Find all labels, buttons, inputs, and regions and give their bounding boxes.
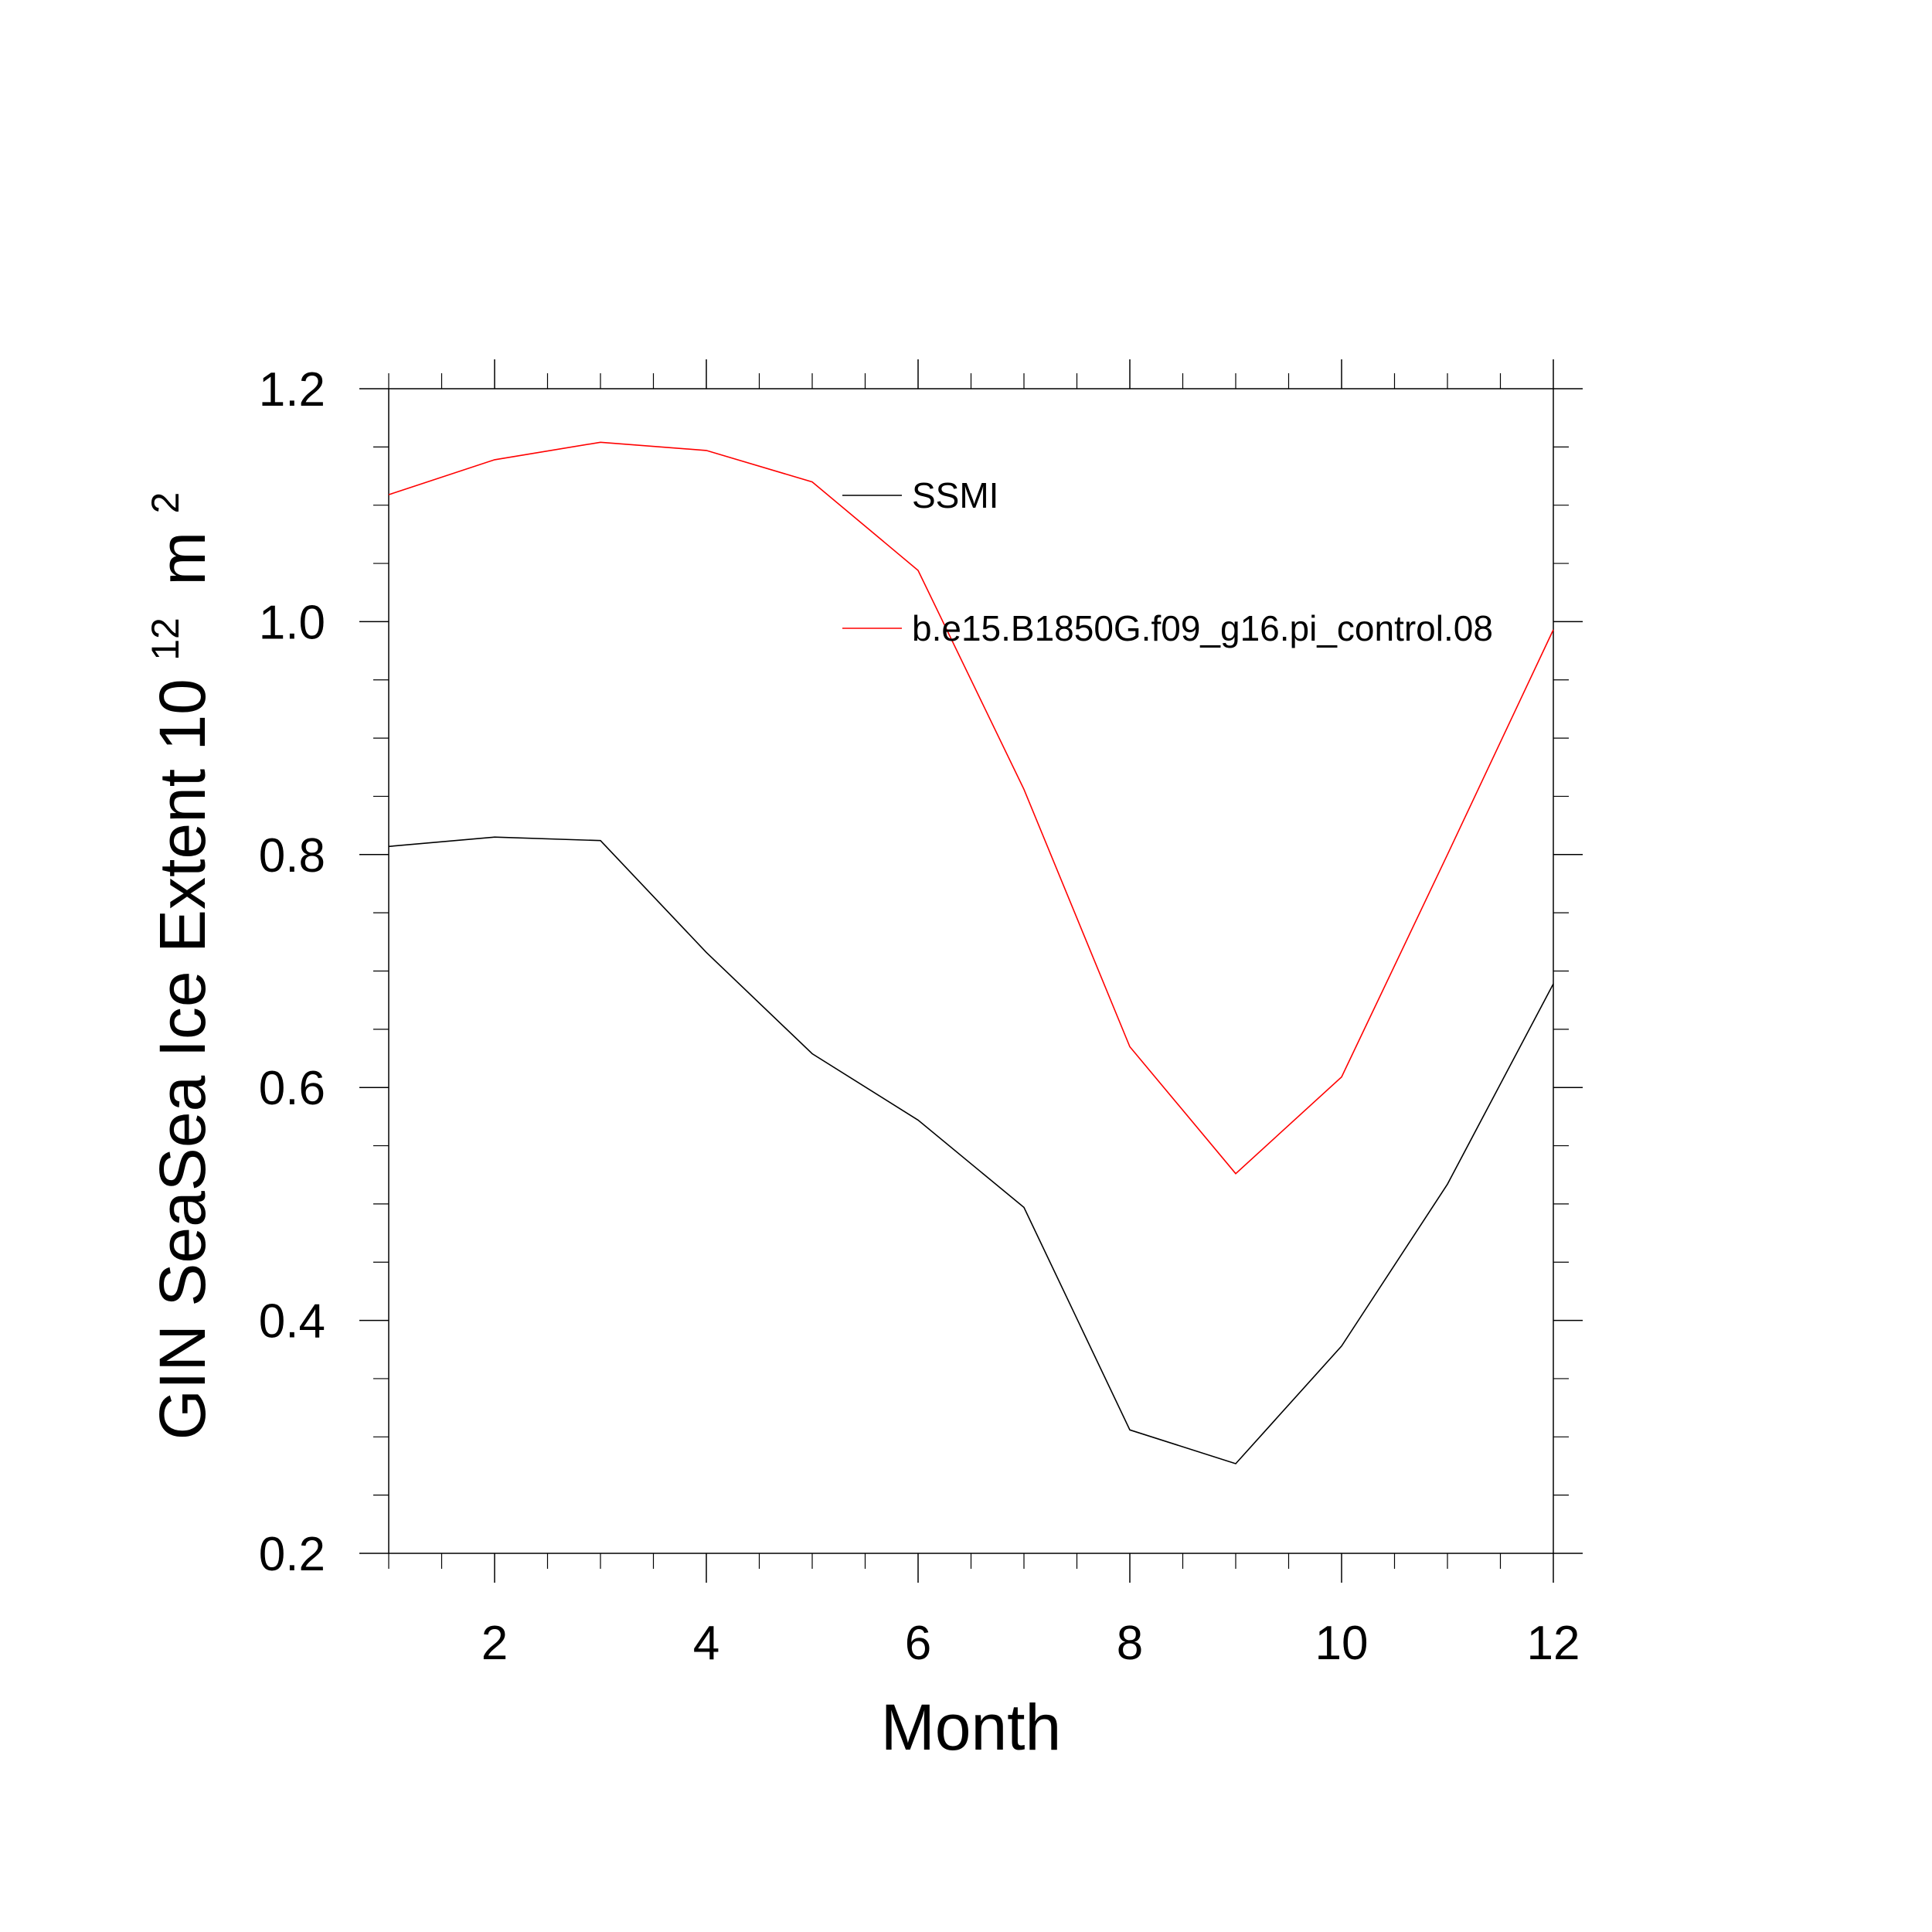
y-tick-label: 1.2 xyxy=(259,363,325,417)
y-tick-label: 0.2 xyxy=(259,1528,325,1581)
x-tick-label: 2 xyxy=(481,1617,508,1670)
series-line-0 xyxy=(388,836,1554,1464)
y-tick-label: 0.4 xyxy=(259,1295,325,1349)
x-tick-label: 4 xyxy=(693,1617,719,1670)
x-tick-label: 6 xyxy=(905,1617,931,1670)
x-tick-label: 10 xyxy=(1315,1617,1369,1670)
x-axis-title: Month xyxy=(881,1691,1061,1764)
legend: SSMI b.e15.B1850G.f09_g16.pi_control.08 xyxy=(842,475,1493,648)
y-axis-title-unit: m xyxy=(146,532,219,586)
axes-layer: 2 4 6 8 10 12 0.2 0.4 0.6 0.8 1.0 1.2 xyxy=(259,359,1583,1670)
series-layer xyxy=(388,441,1554,1464)
legend-label-model: b.e15.B1850G.f09_g16.pi_control.08 xyxy=(912,608,1493,648)
y-axis-title-main: GIN SeaSea Ice Extent 10 xyxy=(146,679,219,1440)
y-tick-label: 0.6 xyxy=(259,1062,325,1115)
x-tick-label: 12 xyxy=(1527,1617,1580,1670)
legend-label-ssmi: SSMI xyxy=(912,475,998,515)
plot-frame xyxy=(388,388,1554,1554)
x-tick-label: 8 xyxy=(1117,1617,1143,1670)
y-tick-label: 1.0 xyxy=(259,596,325,649)
series-line-1 xyxy=(388,441,1554,1175)
y-axis-title-exponent: 12 xyxy=(144,617,187,661)
y-tick-label: 0.8 xyxy=(259,829,325,883)
y-axis-title-unit-exponent: 2 xyxy=(144,492,187,514)
y-axis-title: GIN SeaSea Ice Extent 10 12 m 2 xyxy=(120,492,219,1440)
